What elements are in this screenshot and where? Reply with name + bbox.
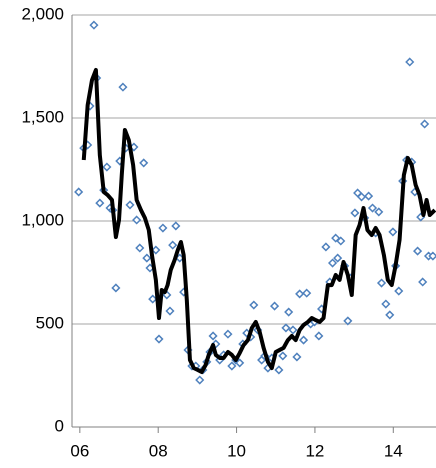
x-tick-label: 08 xyxy=(149,441,168,460)
point xyxy=(274,365,284,375)
y-tick-label: 1,500 xyxy=(21,107,64,126)
point xyxy=(381,299,391,309)
x-tick-label: 10 xyxy=(227,441,246,460)
point xyxy=(139,158,149,168)
line xyxy=(81,68,436,374)
point xyxy=(89,20,99,30)
point xyxy=(171,221,181,231)
x-tick-label: 12 xyxy=(305,441,324,460)
point xyxy=(118,82,128,92)
point xyxy=(336,236,346,246)
point xyxy=(295,289,305,299)
point xyxy=(270,301,280,311)
point xyxy=(195,375,205,385)
point xyxy=(168,240,178,250)
point xyxy=(249,300,259,310)
point xyxy=(333,253,343,263)
point xyxy=(299,335,309,345)
point xyxy=(376,278,387,288)
point xyxy=(374,207,384,217)
point xyxy=(321,242,331,252)
y-tick-label: 500 xyxy=(36,313,64,332)
point xyxy=(235,358,245,368)
point xyxy=(142,253,152,263)
point xyxy=(95,198,105,208)
point xyxy=(148,294,158,304)
y-tick-label: 0 xyxy=(55,416,64,435)
point xyxy=(388,227,398,237)
y-tick-label: 2,000 xyxy=(21,4,64,23)
point xyxy=(151,245,161,255)
point xyxy=(154,334,164,344)
point xyxy=(165,306,175,316)
point xyxy=(292,352,302,362)
point xyxy=(302,288,312,298)
point xyxy=(223,329,233,339)
point xyxy=(281,323,291,333)
point xyxy=(385,310,395,320)
point xyxy=(74,187,84,197)
point xyxy=(343,316,353,326)
point xyxy=(394,286,404,296)
point xyxy=(405,57,415,67)
point xyxy=(418,277,428,287)
point xyxy=(227,361,237,371)
y-tick-label: 1,000 xyxy=(21,210,64,229)
point xyxy=(356,192,367,202)
point xyxy=(314,331,324,341)
point xyxy=(420,119,430,129)
point xyxy=(135,243,145,253)
point xyxy=(367,203,378,213)
point xyxy=(111,283,121,293)
point xyxy=(413,246,423,256)
x-tick-label: 14 xyxy=(384,441,403,460)
point xyxy=(327,258,338,268)
point xyxy=(132,215,142,225)
x-tick-label: 06 xyxy=(70,441,89,460)
point xyxy=(428,251,436,261)
point xyxy=(208,331,218,341)
point xyxy=(284,307,294,317)
point xyxy=(278,351,288,361)
point xyxy=(364,191,374,201)
point xyxy=(158,223,168,233)
point xyxy=(102,162,112,172)
point xyxy=(288,325,298,335)
point xyxy=(125,200,135,210)
point xyxy=(350,208,360,218)
